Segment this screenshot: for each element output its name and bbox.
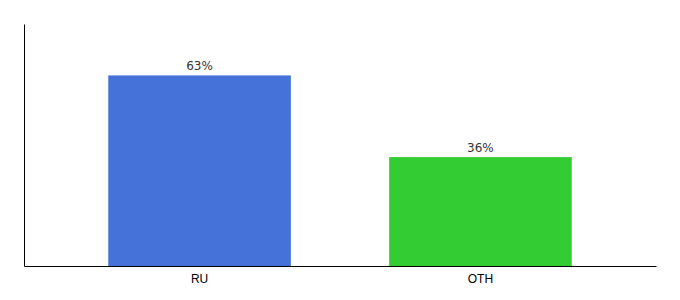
y-axis (24, 25, 25, 267)
x-axis-line (25, 266, 657, 267)
data-label: 36% (467, 141, 494, 155)
bars (108, 75, 571, 266)
data-labels: 63% 36% (186, 59, 494, 155)
x-tick: RU (191, 272, 208, 286)
x-tick-label: OTH (468, 272, 493, 286)
x-tick: OTH (468, 272, 493, 286)
data-label: 63% (186, 59, 213, 73)
x-axis: RU OTH (25, 267, 657, 286)
x-tick-label: RU (191, 272, 208, 286)
y-axis-line (24, 25, 25, 267)
bar (108, 75, 291, 266)
bar (389, 157, 572, 266)
plot: RU OTH 63% 36% (25, 25, 657, 286)
chart: RU OTH 63% 36% (0, 0, 680, 300)
